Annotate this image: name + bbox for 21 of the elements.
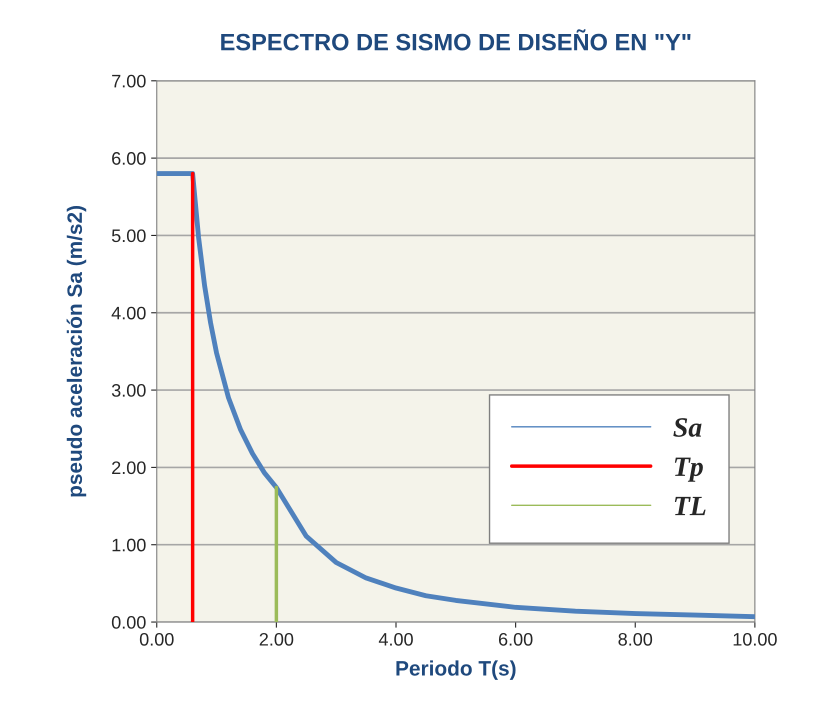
- x-tick-label: 0.00: [140, 632, 174, 646]
- y-tick-label: 1.00: [112, 538, 146, 552]
- y-tick-label: 3.00: [112, 384, 146, 397]
- line-series: [156, 171, 755, 620]
- chart-title: ESPECTRO DE SISMO DE DISEÑO EN "Y": [221, 29, 690, 50]
- x-axis-title: Periodo T(s): [396, 660, 516, 680]
- y-axis-title: pseudo aceleración Sa (m/s2): [66, 206, 86, 497]
- legend-label: TL: [674, 496, 706, 516]
- x-tick-label: 8.00: [618, 632, 652, 646]
- y-tick-label: 0.00: [112, 616, 146, 629]
- x-tick-label: 6.00: [498, 632, 532, 646]
- y-tick-label: 4.00: [112, 306, 146, 320]
- y-tick-label: 2.00: [112, 461, 146, 474]
- legend-label: Tp: [674, 458, 703, 482]
- x-tick-label: 4.00: [378, 632, 413, 646]
- legend-label: Sa: [673, 418, 702, 437]
- y-tick-label: 7.00: [112, 74, 146, 88]
- x-tick-label: 10.00: [734, 632, 777, 646]
- x-tick-label: 2.00: [260, 632, 294, 646]
- y-tick-label: 5.00: [112, 229, 146, 242]
- y-tick-label: 6.00: [112, 152, 146, 165]
